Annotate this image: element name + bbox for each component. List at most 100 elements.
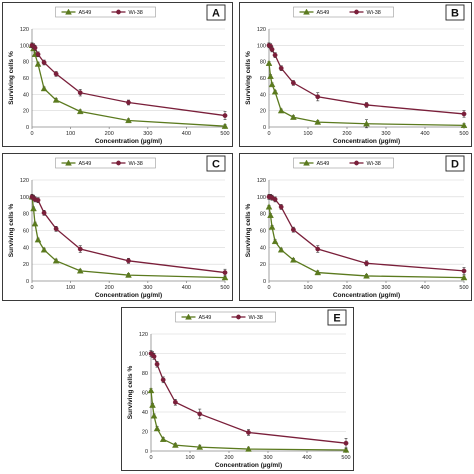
legend-marker xyxy=(65,159,72,166)
legend-marker xyxy=(303,159,310,166)
data-point-a549 xyxy=(34,236,42,243)
x-tick-label: 100 xyxy=(303,285,312,291)
legend: A549 Wi-38 xyxy=(293,6,394,18)
panel-letter-box xyxy=(327,309,347,326)
y-tick-label: 60 xyxy=(260,229,266,235)
legend-item-a549: A549 xyxy=(299,159,329,167)
y-tick-label: 80 xyxy=(142,371,148,377)
data-point-a549 xyxy=(149,401,156,408)
legend-box xyxy=(293,6,394,18)
legend-item-wi-38: Wi-38 xyxy=(231,314,263,321)
y-tick-label: 20 xyxy=(23,262,29,268)
y-tick-label: 40 xyxy=(142,410,148,416)
y-tick-label: 100 xyxy=(139,352,148,358)
x-tick-label: 0 xyxy=(267,285,270,291)
data-point-a549 xyxy=(290,256,297,263)
x-tick-label: 400 xyxy=(182,285,191,291)
data-point-wi-38 xyxy=(41,210,47,216)
data-point-a549 xyxy=(40,85,48,92)
y-tick-label: 60 xyxy=(142,391,148,397)
legend-label: Wi-38 xyxy=(129,10,143,16)
data-point-wi-38 xyxy=(126,258,131,264)
legend-label: Wi-38 xyxy=(249,315,263,321)
panel-frame xyxy=(2,153,233,301)
y-axis-title: Surviving cells % xyxy=(127,366,134,420)
legend-item-wi-38: Wi-38 xyxy=(111,160,143,167)
chart-panel-a: 0 20 40 60 80 100 120 0 100 200 300 400 500 Concentra… xyxy=(2,2,233,147)
data-point-a549 xyxy=(31,220,39,227)
legend-label: Wi-38 xyxy=(129,161,143,167)
data-point-wi-38 xyxy=(290,227,296,233)
legend-marker xyxy=(116,160,121,166)
y-tick-label: 80 xyxy=(23,60,29,66)
x-tick-label: 200 xyxy=(105,285,114,291)
data-point-a549 xyxy=(125,117,132,124)
x-tick-label: 200 xyxy=(105,131,114,137)
y-tick-label: 20 xyxy=(142,430,148,436)
y-tick-label: 120 xyxy=(20,178,29,184)
data-point-a549 xyxy=(271,88,279,95)
x-tick-label: 300 xyxy=(381,131,390,137)
y-tick-label: 40 xyxy=(23,245,29,251)
y-tick-label: 120 xyxy=(20,27,29,33)
data-point-a549 xyxy=(314,269,322,276)
legend-label: A549 xyxy=(199,315,212,321)
data-point-wi-38 xyxy=(197,411,203,417)
data-point-a549 xyxy=(172,441,179,448)
x-tick-label: 300 xyxy=(263,455,272,461)
legend-marker xyxy=(354,160,359,166)
x-tick-label: 400 xyxy=(302,455,311,461)
x-axis-title: Concentration (µg/ml) xyxy=(333,292,400,299)
legend-item-a549: A549 xyxy=(181,313,212,321)
legend-marker xyxy=(185,313,192,320)
data-point-a549 xyxy=(460,121,468,128)
legend-item-wi-38: Wi-38 xyxy=(111,9,143,16)
data-point-a549 xyxy=(76,267,84,274)
x-tick-label: 100 xyxy=(303,131,312,137)
y-axis-title: Surviving cells % xyxy=(245,204,252,258)
panel-letter-box xyxy=(445,4,465,21)
x-tick-label: 300 xyxy=(143,131,152,137)
chart-panel-b: 0 20 40 60 80 100 120 0 100 200 300 400 500 Concentra… xyxy=(239,2,472,147)
y-tick-label: 20 xyxy=(260,262,266,268)
data-point-wi-38 xyxy=(77,90,83,96)
y-tick-label: 60 xyxy=(23,76,29,82)
panel-frame xyxy=(239,2,472,147)
legend-marker xyxy=(65,8,72,15)
panel-letter-box xyxy=(445,155,465,172)
data-point-wi-38 xyxy=(126,100,131,105)
data-point-wi-38 xyxy=(272,196,278,202)
x-tick-label: 200 xyxy=(342,131,351,137)
data-point-a549 xyxy=(268,81,276,88)
y-tick-label: 0 xyxy=(26,125,29,131)
x-tick-label: 400 xyxy=(420,131,429,137)
y-tick-label: 0 xyxy=(263,279,266,285)
panel-letter: E xyxy=(333,313,340,325)
y-tick-label: 40 xyxy=(260,92,266,98)
data-point-a549 xyxy=(221,122,229,129)
legend-item-a549: A549 xyxy=(61,159,92,167)
y-axis-title: Surviving cells % xyxy=(8,51,15,105)
y-tick-label: 0 xyxy=(26,279,29,285)
legend-label: A549 xyxy=(79,10,92,16)
x-tick-label: 500 xyxy=(220,285,229,291)
data-point-wi-38 xyxy=(272,52,278,58)
data-point-a549 xyxy=(277,107,285,114)
panel-letter-box xyxy=(206,4,226,21)
data-point-a549 xyxy=(52,96,60,103)
data-point-wi-38 xyxy=(246,430,251,435)
y-tick-label: 100 xyxy=(257,195,266,201)
x-tick-label: 300 xyxy=(381,285,390,291)
legend-box xyxy=(55,157,156,169)
data-point-wi-38 xyxy=(290,80,296,86)
data-point-a549 xyxy=(147,387,155,394)
legend-marker xyxy=(236,314,241,320)
data-point-a549 xyxy=(125,271,132,278)
data-point-a549 xyxy=(290,113,297,120)
data-point-wi-38 xyxy=(32,45,38,51)
x-axis-title: Concentration (µg/ml) xyxy=(333,138,400,145)
legend-label: A549 xyxy=(79,161,92,167)
y-tick-label: 60 xyxy=(23,229,29,235)
data-point-wi-38 xyxy=(154,361,160,367)
data-point-wi-38 xyxy=(222,113,228,118)
